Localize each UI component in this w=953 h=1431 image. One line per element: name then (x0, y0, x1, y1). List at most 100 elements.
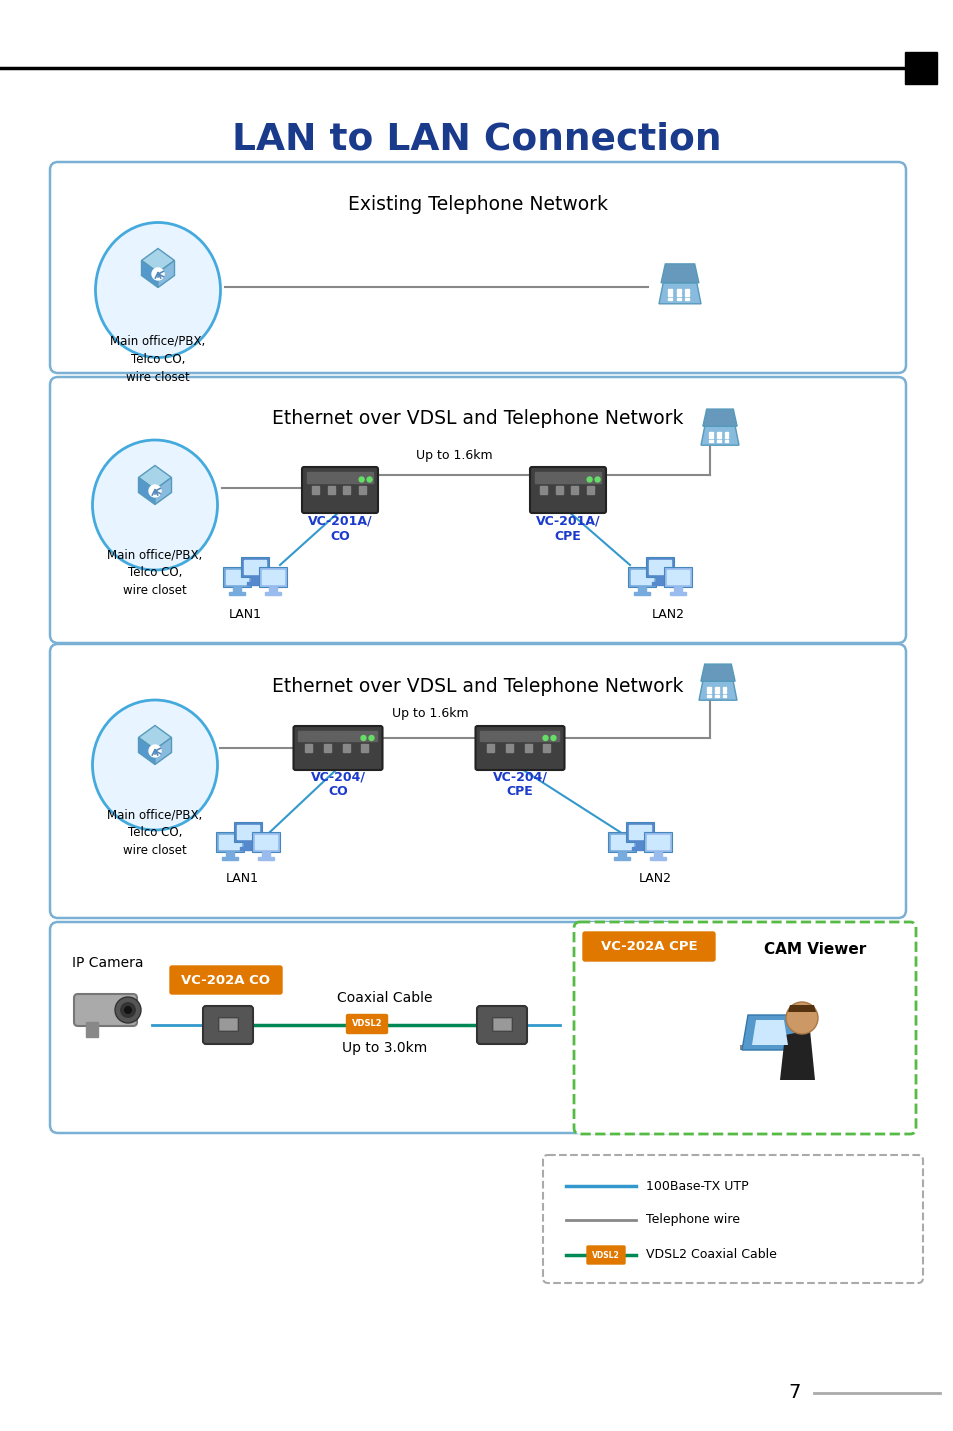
Polygon shape (154, 478, 172, 505)
Bar (269, 587, 276, 592)
Bar (625, 821, 654, 841)
Bar (539, 487, 546, 494)
Bar (663, 567, 691, 587)
Bar (666, 570, 688, 584)
Bar (492, 1017, 512, 1030)
Text: VC-201A/
CPE: VC-201A/ CPE (536, 515, 599, 542)
Bar (86, 1022, 98, 1037)
Bar (524, 744, 531, 753)
Text: 100Base-TX UTP: 100Base-TX UTP (645, 1179, 748, 1192)
Bar (247, 582, 263, 585)
FancyBboxPatch shape (346, 1015, 387, 1033)
Circle shape (149, 746, 161, 757)
Bar (714, 694, 718, 697)
Text: Coaxial Cable: Coaxial Cable (337, 992, 433, 1005)
FancyBboxPatch shape (476, 1006, 526, 1045)
Bar (218, 1017, 237, 1030)
Text: Up to 1.6km: Up to 1.6km (392, 707, 468, 720)
FancyBboxPatch shape (586, 1246, 624, 1264)
Bar (342, 744, 350, 753)
Circle shape (360, 736, 366, 740)
FancyBboxPatch shape (574, 922, 915, 1133)
Bar (634, 592, 649, 595)
Polygon shape (141, 260, 158, 288)
Bar (645, 557, 673, 577)
Text: Ethernet over VDSL and Telephone Network: Ethernet over VDSL and Telephone Network (272, 409, 683, 428)
Bar (244, 560, 266, 574)
Text: VC-201A/
CO: VC-201A/ CO (308, 515, 372, 542)
Polygon shape (787, 1005, 815, 1012)
FancyBboxPatch shape (170, 966, 282, 995)
Bar (571, 487, 578, 494)
Circle shape (542, 736, 547, 740)
Bar (555, 487, 562, 494)
FancyBboxPatch shape (50, 376, 905, 643)
Bar (251, 577, 258, 582)
Bar (676, 298, 680, 301)
Circle shape (149, 485, 161, 497)
Bar (610, 836, 633, 849)
Text: LAN to LAN Connection: LAN to LAN Connection (232, 122, 721, 157)
Bar (614, 857, 629, 860)
Polygon shape (700, 426, 739, 445)
Bar (215, 831, 244, 851)
Polygon shape (702, 409, 737, 426)
Bar (258, 567, 287, 587)
Bar (343, 487, 350, 494)
Text: Main office/PBX,
Telco CO,
wire closet: Main office/PBX, Telco CO, wire closet (108, 809, 202, 857)
Bar (628, 826, 650, 839)
FancyBboxPatch shape (302, 467, 377, 512)
Bar (627, 567, 656, 587)
Text: VDSL2: VDSL2 (592, 1251, 619, 1259)
Polygon shape (699, 681, 737, 700)
Circle shape (367, 477, 372, 482)
FancyBboxPatch shape (50, 644, 905, 919)
Bar (587, 487, 594, 494)
Circle shape (115, 997, 141, 1023)
Bar (487, 744, 494, 753)
Polygon shape (138, 726, 172, 750)
Bar (714, 687, 718, 690)
Bar (638, 587, 645, 592)
Circle shape (120, 1002, 136, 1017)
Bar (262, 851, 270, 859)
Text: VC-202A CO: VC-202A CO (181, 973, 271, 986)
Text: LAN2: LAN2 (651, 608, 684, 621)
Text: VC-202A CPE: VC-202A CPE (600, 940, 697, 953)
Bar (649, 857, 665, 860)
Polygon shape (158, 260, 174, 288)
Circle shape (369, 736, 374, 740)
Bar (667, 293, 672, 296)
Ellipse shape (92, 700, 217, 830)
FancyBboxPatch shape (50, 922, 676, 1133)
Bar (721, 691, 725, 694)
Bar (312, 487, 318, 494)
Polygon shape (741, 1015, 797, 1050)
Bar (684, 289, 688, 292)
Bar (480, 731, 558, 741)
FancyBboxPatch shape (203, 1006, 253, 1045)
Bar (505, 744, 513, 753)
Bar (709, 432, 713, 435)
Bar (226, 851, 233, 859)
Text: 7: 7 (788, 1384, 801, 1402)
Bar (241, 557, 269, 577)
Bar (723, 435, 727, 438)
Bar (254, 836, 276, 849)
Bar (740, 1045, 800, 1050)
Bar (648, 560, 670, 574)
Bar (684, 293, 688, 296)
Bar (305, 744, 312, 753)
Bar (265, 592, 281, 595)
Circle shape (551, 736, 556, 740)
Bar (717, 435, 720, 438)
Text: Main office/PBX,
Telco CO,
wire closet: Main office/PBX, Telco CO, wire closet (108, 548, 202, 597)
Text: LAN2: LAN2 (638, 871, 671, 884)
Bar (240, 847, 255, 850)
Bar (226, 570, 248, 584)
Ellipse shape (95, 222, 220, 358)
FancyBboxPatch shape (530, 467, 605, 512)
Bar (667, 289, 672, 292)
FancyBboxPatch shape (475, 726, 564, 770)
Bar (643, 831, 671, 851)
